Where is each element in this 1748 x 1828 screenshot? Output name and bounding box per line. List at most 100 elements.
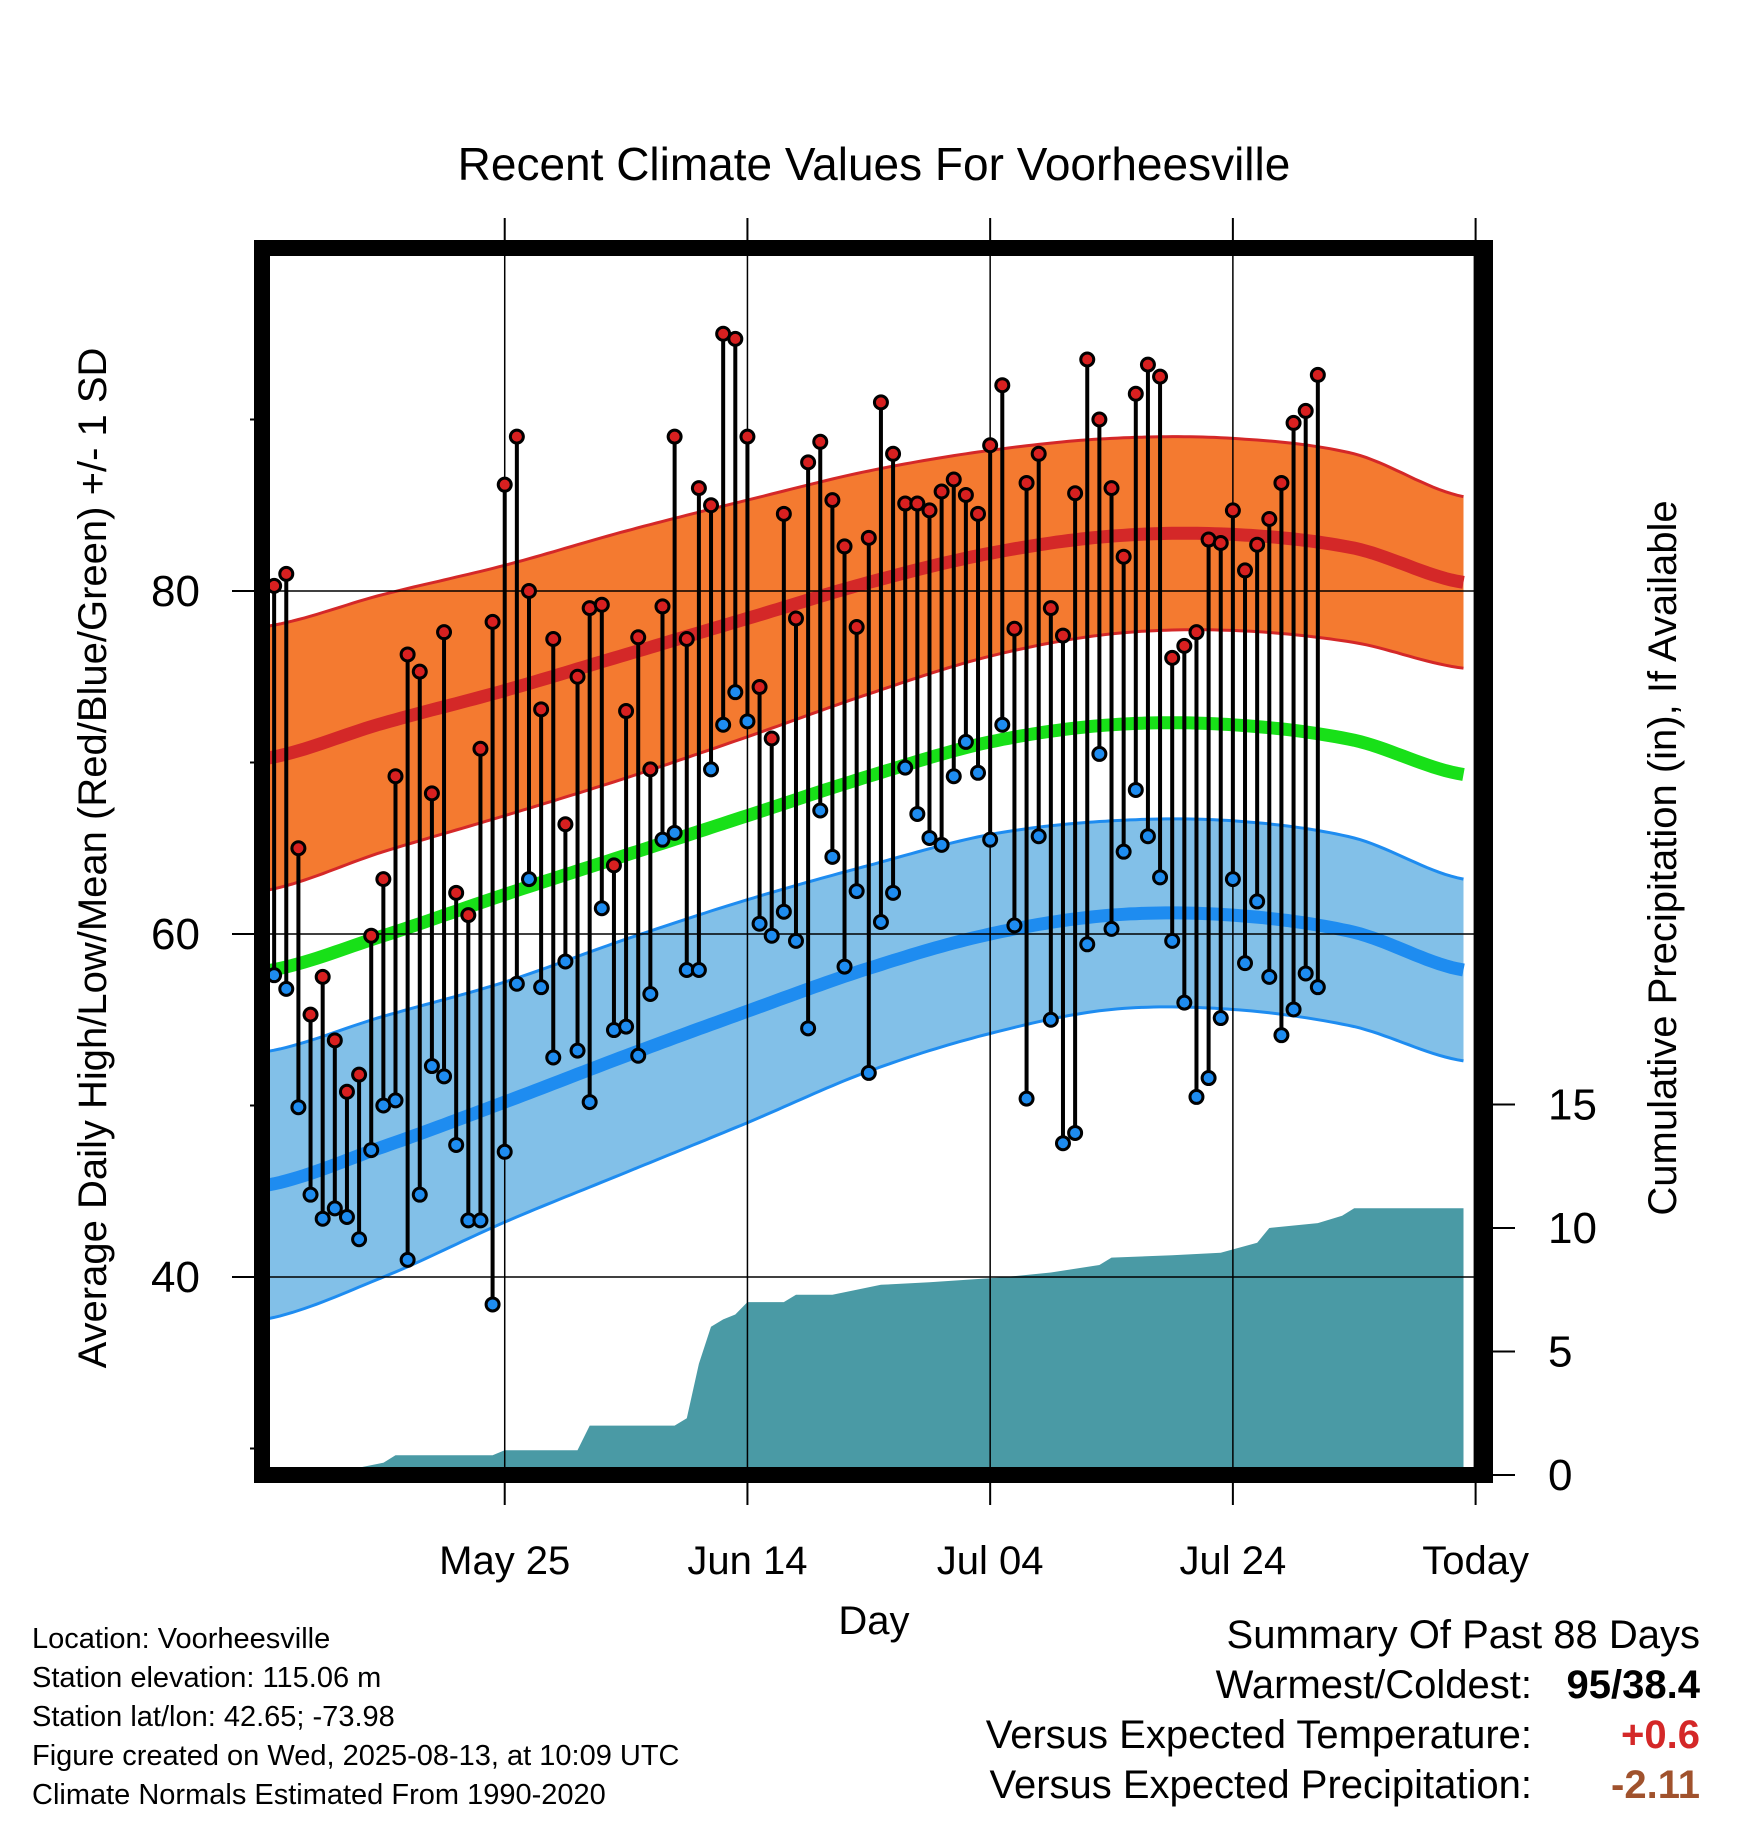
daily-low-point — [496, 1143, 513, 1160]
daily-low-point — [278, 980, 295, 997]
daily-high-point — [739, 428, 756, 445]
precip-delta-label: Versus Expected Precipitation: — [989, 1763, 1532, 1807]
daily-low-point — [1006, 917, 1023, 934]
daily-low-point — [957, 733, 974, 750]
normal-low-line — [262, 906, 1465, 1193]
precip-area — [262, 1208, 1464, 1475]
daily-high-point — [1067, 485, 1084, 502]
daily-high-point — [1018, 474, 1035, 491]
daily-high-point — [278, 565, 295, 582]
daily-low-point — [1127, 781, 1144, 798]
daily-low-point — [1079, 936, 1096, 953]
daily-high-point — [520, 583, 537, 599]
daily-high-point — [1139, 356, 1156, 373]
y-tick-label-left: 40 — [151, 1253, 200, 1302]
warmest-coldest-row: Warmest/Coldest: 95/38.4 — [986, 1660, 1700, 1710]
daily-high-point — [1285, 414, 1302, 431]
daily-low-point — [302, 1186, 319, 1203]
daily-high-point — [1079, 351, 1096, 368]
daily-high-point — [448, 884, 465, 901]
daily-low-point — [775, 903, 792, 920]
daily-low-point — [1164, 932, 1181, 949]
daily-high-point — [1309, 366, 1326, 383]
daily-low-point — [484, 1296, 501, 1313]
daily-high-point — [666, 428, 683, 445]
daily-low-point — [411, 1186, 428, 1203]
daily-high-point — [824, 492, 841, 509]
daily-low-point — [399, 1251, 416, 1268]
daily-low-point — [1152, 869, 1169, 886]
daily-high-point — [496, 476, 513, 493]
daily-high-point — [1115, 548, 1132, 565]
daily-high-point — [800, 454, 817, 471]
daily-low-point — [1042, 1011, 1059, 1028]
latlon-text: Station lat/lon: 42.65; -73.98 — [32, 1701, 395, 1733]
daily-low-point — [557, 953, 574, 970]
daily-low-point — [314, 1210, 331, 1227]
daily-high-point — [994, 377, 1011, 394]
daily-high-point — [375, 871, 392, 888]
station-info: Location: Voorheesville Station elevatio… — [32, 1620, 680, 1815]
daily-high-point — [848, 619, 865, 636]
daily-low-point — [1139, 828, 1156, 845]
daily-low-point — [326, 1200, 343, 1217]
daily-high-point — [533, 701, 550, 718]
y-tick-label-right: 10 — [1548, 1204, 1597, 1253]
low-sd-band-upper-edge — [262, 817, 1464, 1054]
daily-low-point — [520, 871, 537, 888]
daily-high-point — [787, 610, 804, 627]
daily-low-point — [751, 915, 768, 932]
daily-high-point — [957, 486, 974, 503]
x-tick-label: Today — [1422, 1539, 1529, 1583]
daily-low-point — [654, 831, 671, 848]
location-text: Location: Voorheesville — [32, 1623, 331, 1655]
daily-low-point — [1297, 965, 1314, 982]
daily-high-point — [836, 538, 853, 555]
daily-low-point — [703, 761, 720, 778]
daily-high-point — [1042, 600, 1059, 617]
daily-high-point — [1188, 624, 1205, 641]
daily-low-point — [909, 805, 926, 822]
daily-high-point — [921, 502, 938, 519]
daily-low-point — [1273, 1027, 1290, 1044]
daily-low-point — [387, 1092, 404, 1109]
high-sd-band-upper-edge — [262, 435, 1464, 629]
daily-low-point — [970, 764, 987, 781]
daily-low-point — [1054, 1135, 1071, 1152]
daily-high-point — [1249, 536, 1266, 553]
daily-high-point — [436, 624, 453, 641]
daily-low-point — [618, 1018, 635, 1035]
x-tick-label: Jul 24 — [1180, 1539, 1287, 1583]
daily-low-point — [787, 932, 804, 949]
daily-low-point — [1030, 828, 1047, 845]
daily-high-point — [1212, 534, 1229, 551]
daily-high-point — [945, 471, 962, 488]
daily-high-point — [654, 598, 671, 615]
daily-high-point — [423, 785, 440, 802]
daily-high-point — [982, 437, 999, 454]
y-tick-label-right: 15 — [1548, 1081, 1597, 1130]
daily-high-point — [472, 740, 489, 757]
daily-high-point — [775, 505, 792, 522]
daily-low-point — [994, 716, 1011, 733]
daily-high-point — [751, 679, 768, 696]
daily-low-point — [982, 831, 999, 848]
daily-high-point — [678, 631, 695, 648]
daily-high-point — [338, 1083, 355, 1100]
daily-high-point — [690, 480, 707, 497]
daily-low-point — [581, 1094, 598, 1111]
daily-high-point — [1054, 627, 1071, 644]
daily-high-point — [363, 927, 380, 944]
daily-high-point — [703, 497, 720, 514]
daily-low-point — [763, 927, 780, 944]
plot-frame — [254, 240, 1493, 1483]
daily-high-point — [933, 483, 950, 500]
temp-delta-value: +0.6 — [1621, 1713, 1700, 1757]
daily-low-point — [1249, 893, 1266, 910]
daily-low-point — [727, 684, 744, 701]
daily-high-point — [1261, 510, 1278, 527]
daily-high-point — [411, 663, 428, 680]
y-tick-label-right: 5 — [1548, 1328, 1572, 1377]
